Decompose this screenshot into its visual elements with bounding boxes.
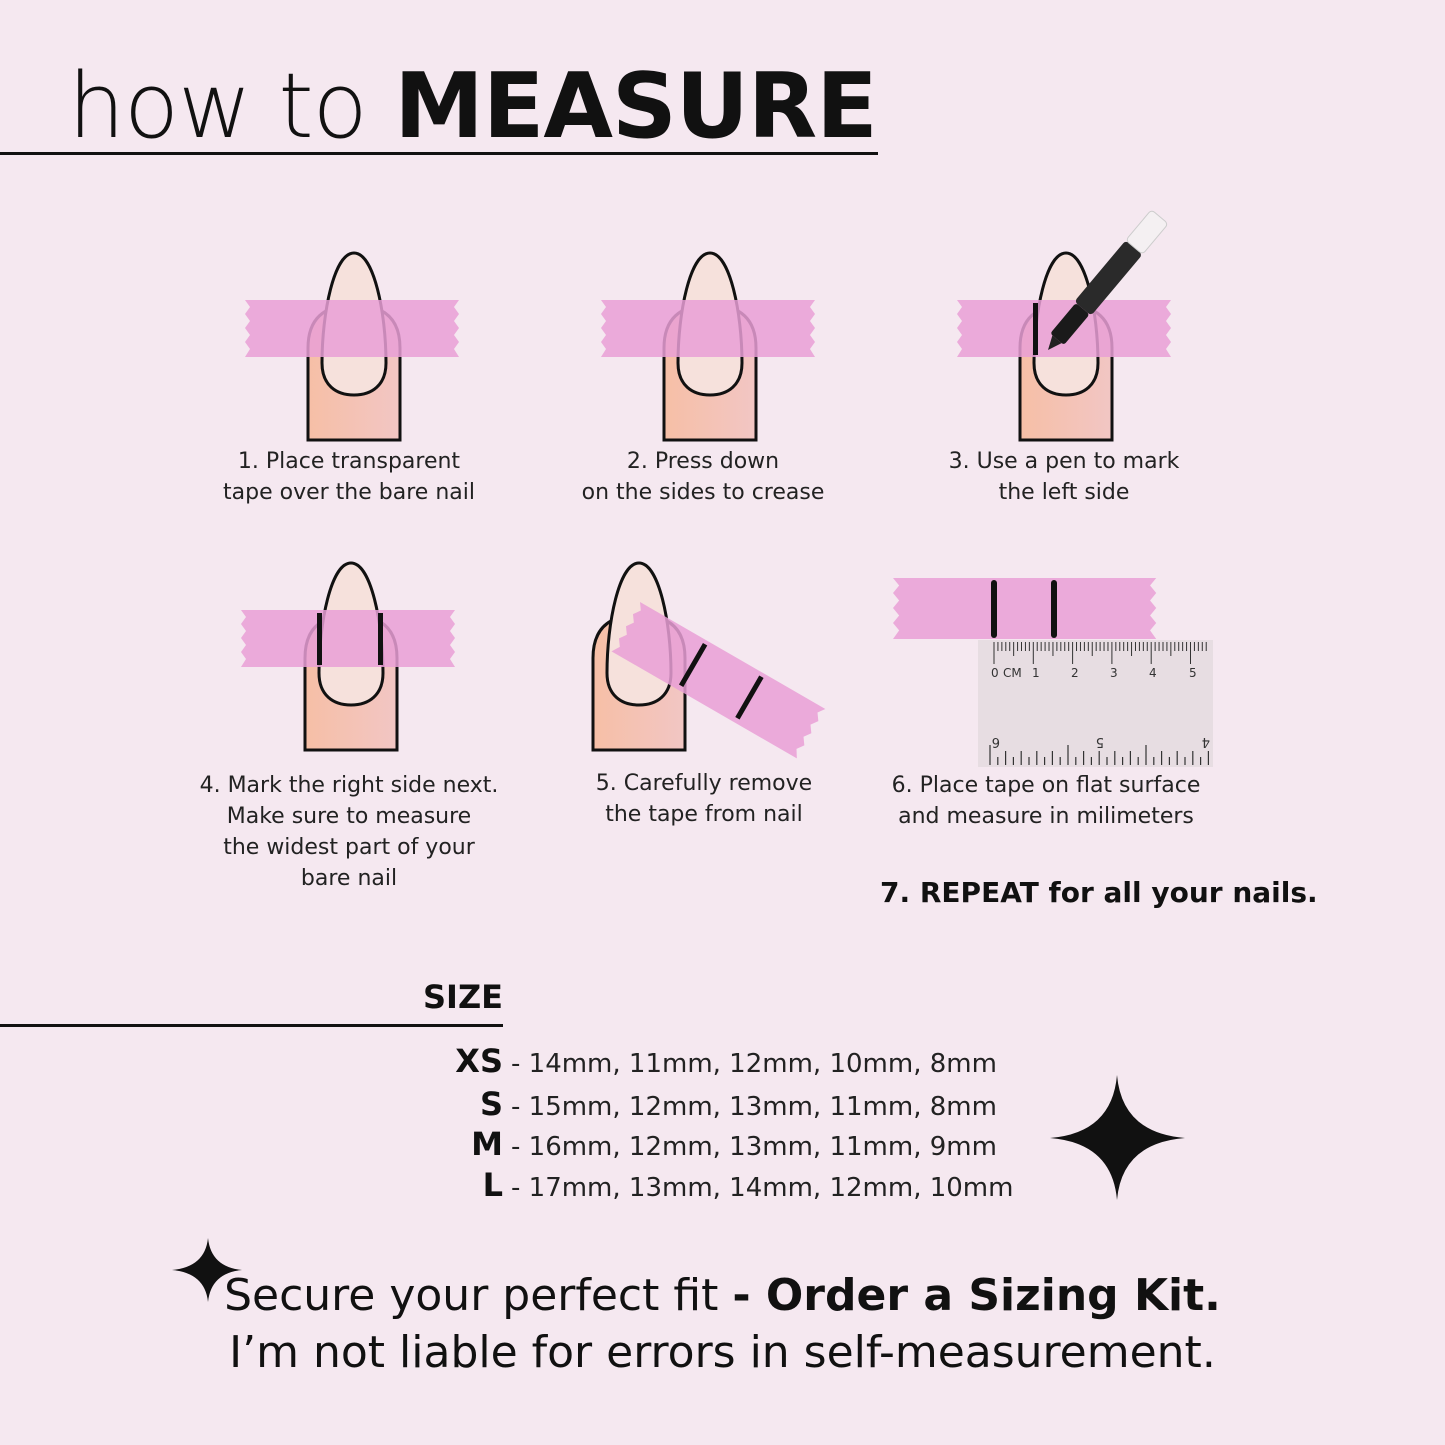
sparkle-icon [1050,1075,1185,1200]
size-values: - 16mm, 12mm, 13mm, 11mm, 9mm [511,1132,997,1162]
caption-line: and measure in milimeters [898,804,1194,829]
ruler-label: 4 [1149,666,1157,680]
footer-text: Secure your perfect fit [224,1270,733,1321]
step-5-illustration [591,561,826,759]
sparkle-icon [172,1238,242,1302]
page-title: how to MEASURE [68,52,878,162]
ruler-label: 3 [1110,666,1118,680]
size-values: - 15mm, 12mm, 13mm, 11mm, 8mm [511,1092,997,1122]
step-1-caption: 1. Place transparent tape over the bare … [169,446,529,508]
step-6-caption: 6. Place tape on flat surface and measur… [866,770,1226,832]
size-label: XS [455,1042,503,1080]
footer-line-2: I’m not liable for errors in self-measur… [229,1327,1216,1378]
step-1-illustration [245,251,459,442]
pen-mark [1033,303,1038,355]
ruler-label: 4 [1202,734,1210,749]
step-2-caption: 2. Press down on the sides to crease [523,446,883,508]
size-values: - 17mm, 13mm, 14mm, 12mm, 10mm [511,1173,1014,1203]
step-3-caption: 3. Use a pen to mark the left side [884,446,1244,508]
step-4-caption: 4. Mark the right side next. Make sure t… [169,770,529,894]
caption-line: bare nail [300,866,398,891]
ruler-label: 2 [1071,666,1079,680]
title-underline [0,152,878,155]
ruler [978,640,1213,767]
ruler-label: 6 [992,734,1000,749]
size-underline [0,1024,503,1027]
size-row-m: M - 16mm, 12mm, 13mm, 11mm, 9mm [300,1125,997,1163]
size-row-xs: XS - 14mm, 11mm, 12mm, 10mm, 8mm [300,1042,997,1080]
size-row-l: L - 17mm, 13mm, 14mm, 12mm, 10mm [300,1166,1014,1204]
size-label: S [479,1085,503,1123]
size-heading: SIZE [422,978,503,1016]
step-2-illustration [601,251,815,442]
title-bold: MEASURE [394,54,877,159]
ruler-label: 5 [1189,666,1197,680]
caption-line: the widest part of your [223,835,475,860]
caption-line: 2. Press down [626,449,780,474]
caption-line: 5. Carefully remove [595,771,813,796]
caption-line: the tape from nail [605,802,803,827]
step-3-illustration [957,210,1171,442]
caption-line: 4. Mark the right side next. [199,773,499,798]
size-label: L [482,1166,503,1204]
ruler-label: 1 [1032,666,1040,680]
caption-line: the left side [998,480,1130,505]
size-values: - 14mm, 11mm, 12mm, 10mm, 8mm [511,1049,997,1079]
repeat-instruction: 7. REPEAT for all your nails. [880,876,1318,909]
caption-line: Make sure to measure [226,804,472,829]
title-light: how to [68,54,368,159]
size-row-s: S - 15mm, 12mm, 13mm, 11mm, 8mm [300,1085,997,1123]
caption-line: on the sides to crease [581,480,825,505]
sizing-kit-callout: - Order a Sizing Kit. [732,1270,1221,1321]
ruler-label: 0 [991,666,999,680]
caption-line: tape over the bare nail [223,480,475,505]
caption-line: 1. Place transparent [237,449,461,474]
footer-line-1: Secure your perfect fit - Order a Sizing… [0,1270,1445,1321]
step-6-illustration: 0 CM 1 2 3 4 5 6 5 4 [893,578,1213,767]
step-4-illustration [241,561,455,752]
caption-line: 3. Use a pen to mark [948,449,1180,474]
size-label: M [471,1125,503,1163]
ruler-label: 5 [1096,734,1104,749]
pen-icon [1048,210,1168,350]
ruler-unit: CM [1003,666,1022,680]
caption-line: 6. Place tape on flat surface [891,773,1201,798]
step-5-caption: 5. Carefully remove the tape from nail [524,768,884,830]
